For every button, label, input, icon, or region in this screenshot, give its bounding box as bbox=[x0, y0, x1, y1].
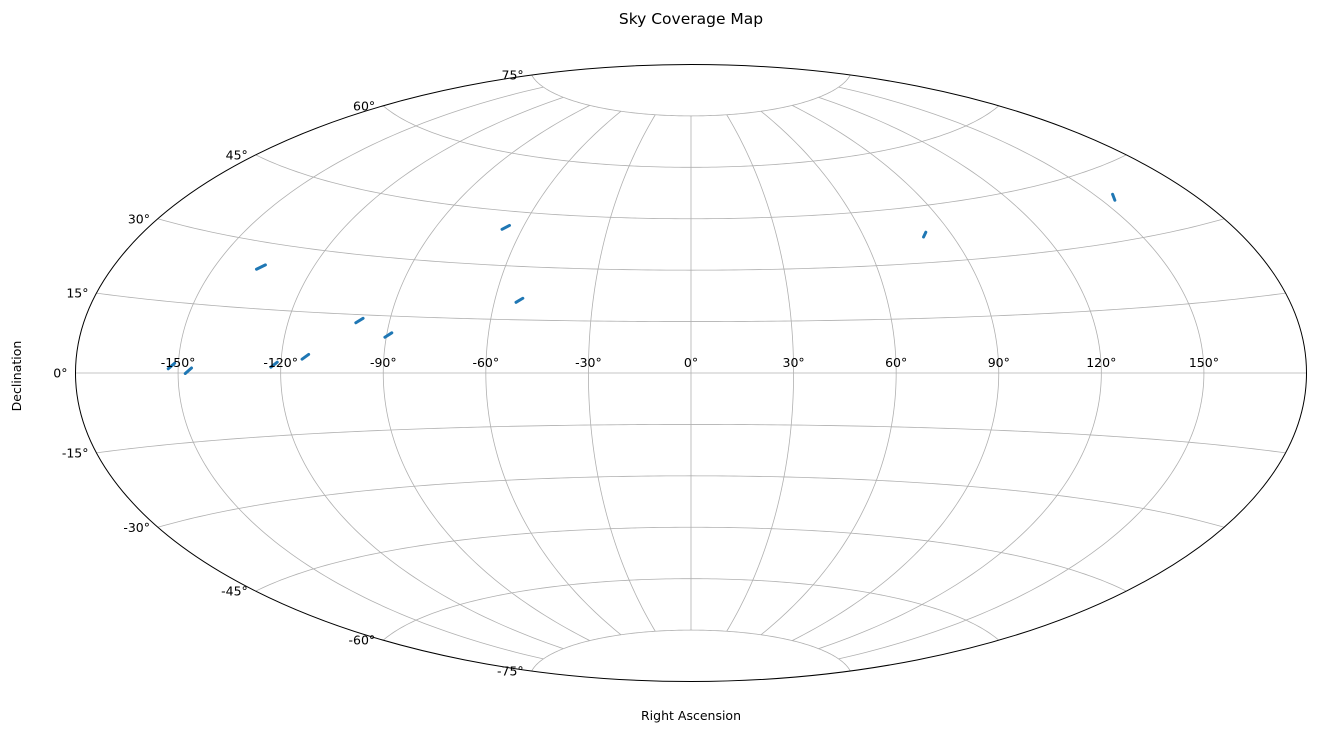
parallel-line bbox=[382, 105, 1000, 168]
data-point bbox=[514, 296, 525, 304]
data-point bbox=[269, 360, 279, 369]
y-tick-label: 0° bbox=[53, 366, 67, 381]
grid-lines bbox=[75, 74, 1307, 672]
plot-boundary bbox=[75, 64, 1307, 682]
x-tick-label: -120° bbox=[263, 355, 298, 370]
parallel-line bbox=[157, 218, 1225, 271]
data-point bbox=[500, 223, 511, 231]
parallel-line bbox=[96, 292, 1286, 322]
y-tick-label: 60° bbox=[353, 98, 375, 113]
x-axis-label: Right Ascension bbox=[641, 708, 741, 723]
x-tick-label: 150° bbox=[1189, 355, 1219, 370]
x-tick-label: -30° bbox=[575, 355, 602, 370]
data-point bbox=[300, 352, 311, 361]
x-tick-label: 60° bbox=[885, 355, 907, 370]
x-tick-label: 90° bbox=[988, 355, 1010, 370]
y-tick-labels: -75° -60° -45° -30° -15° 0° 15° 30° 45° 60° 75° bbox=[53, 68, 523, 679]
parallel-line bbox=[382, 578, 1000, 641]
y-tick-label: -75° bbox=[497, 664, 524, 679]
parallel-line bbox=[531, 74, 851, 117]
y-tick-label: -30° bbox=[123, 520, 150, 535]
data-point bbox=[183, 366, 193, 375]
y-tick-label: 30° bbox=[128, 211, 150, 226]
data-point bbox=[354, 316, 365, 325]
data-point bbox=[922, 230, 928, 239]
y-tick-label: 75° bbox=[502, 68, 524, 83]
chart-title: Sky Coverage Map bbox=[619, 10, 763, 28]
data-point bbox=[383, 331, 394, 339]
y-tick-label: 15° bbox=[66, 286, 88, 301]
parallel-line bbox=[531, 629, 851, 672]
y-tick-label: 45° bbox=[226, 147, 248, 162]
x-tick-label: 120° bbox=[1086, 355, 1116, 370]
x-tick-label: 0° bbox=[684, 355, 698, 370]
data-point bbox=[1111, 192, 1117, 202]
y-tick-label: -45° bbox=[221, 584, 248, 599]
x-tick-label: -150° bbox=[161, 355, 196, 370]
y-axis-label: Declination bbox=[9, 341, 24, 412]
data-point bbox=[166, 361, 177, 371]
x-tick-labels: -150° -120° -90° -60° -30° 0° 30° 60° 90° 120° 150… bbox=[161, 355, 1219, 370]
y-tick-label: -60° bbox=[349, 633, 376, 648]
y-tick-label: -15° bbox=[62, 445, 89, 460]
parallel-line bbox=[255, 154, 1127, 220]
data-points bbox=[166, 192, 1117, 375]
x-tick-label: -60° bbox=[472, 355, 499, 370]
x-tick-label: 30° bbox=[783, 355, 805, 370]
parallel-line bbox=[96, 424, 1286, 454]
x-tick-label: -90° bbox=[370, 355, 397, 370]
parallel-line bbox=[255, 526, 1127, 592]
parallel-line bbox=[157, 475, 1225, 528]
data-point bbox=[254, 263, 267, 271]
